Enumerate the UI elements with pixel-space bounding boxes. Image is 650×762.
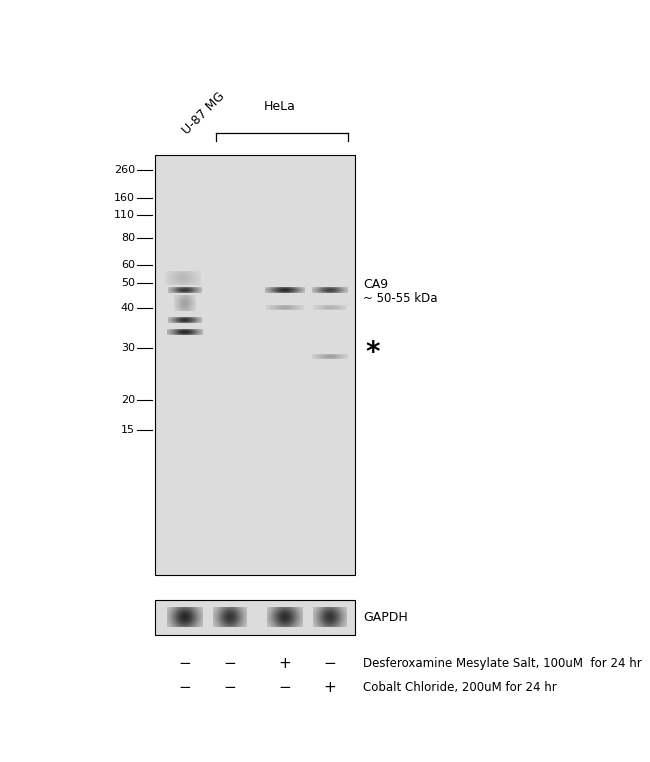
Text: 40: 40 (121, 303, 135, 313)
Text: 80: 80 (121, 233, 135, 243)
Text: −: − (179, 655, 191, 671)
Text: +: + (279, 655, 291, 671)
Text: −: − (224, 680, 237, 694)
Text: 110: 110 (114, 210, 135, 220)
Text: 30: 30 (121, 343, 135, 353)
Text: −: − (224, 655, 237, 671)
Text: +: + (324, 680, 337, 694)
Text: U-87 MG: U-87 MG (180, 90, 227, 137)
Text: Desferoxamine Mesylate Salt, 100uM  for 24 hr: Desferoxamine Mesylate Salt, 100uM for 2… (363, 657, 642, 670)
Text: −: − (279, 680, 291, 694)
Text: 160: 160 (114, 193, 135, 203)
Text: −: − (324, 655, 337, 671)
Bar (155, 155, 355, 575)
Text: −: − (179, 680, 191, 694)
Text: 15: 15 (121, 425, 135, 435)
Text: 260: 260 (114, 165, 135, 175)
Text: 50: 50 (121, 278, 135, 288)
Text: Cobalt Chloride, 200uM for 24 hr: Cobalt Chloride, 200uM for 24 hr (363, 680, 557, 693)
Text: 20: 20 (121, 395, 135, 405)
Text: CA9: CA9 (363, 278, 388, 292)
Text: GAPDH: GAPDH (363, 611, 408, 624)
Text: HeLa: HeLa (264, 100, 296, 113)
Text: 60: 60 (121, 260, 135, 270)
Text: ~ 50-55 kDa: ~ 50-55 kDa (363, 292, 437, 305)
Text: *: * (365, 339, 380, 367)
Bar (155, 600, 355, 635)
